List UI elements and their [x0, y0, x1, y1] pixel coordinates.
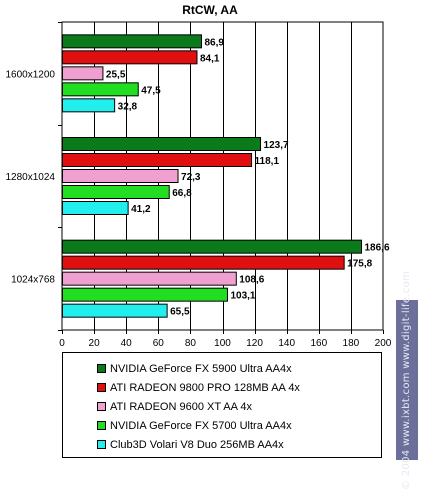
x-tick-label: 40 [121, 338, 133, 349]
axes: 0 20 40 60 80 100 120 140 160 180 200 1600x1200 1280… [6, 22, 392, 349]
legend-label: NVIDIA GeForce FX 5700 Ultra AA4x [110, 419, 292, 432]
watermark: © 2004 www.ixbt.com www.digit-life.com [396, 270, 418, 490]
bar [62, 137, 262, 151]
bar [62, 82, 139, 97]
data-label: 175,8 [347, 259, 372, 270]
bar [62, 239, 362, 254]
y-category-label: 1600x1200 [6, 69, 56, 80]
bar [62, 287, 228, 302]
x-tick-label: 0 [59, 338, 65, 349]
x-tick-label: 20 [89, 338, 101, 349]
legend-swatch [97, 421, 106, 430]
bar [62, 201, 129, 215]
legend-label: Club3D Volari V8 Duo 256MB AA4x [110, 438, 284, 451]
data-label: 118,1 [255, 156, 280, 167]
data-label: 86,9 [204, 37, 224, 48]
data-label: 66,8 [172, 188, 192, 199]
bar [62, 153, 253, 167]
legend-item: NVIDIA GeForce FX 5700 Ultra AA4x [97, 416, 381, 435]
legend-swatch [97, 402, 106, 411]
bars [62, 34, 362, 318]
data-label: 72,3 [181, 172, 201, 183]
chart: RtCW, AA 86,9 84,1 25,5 47,532,8 123,7 118,1 7… [6, 3, 392, 349]
bar [62, 169, 179, 183]
data-label: 32,8 [118, 101, 138, 112]
x-tick-label: 100 [214, 338, 231, 349]
x-tick-label: 60 [153, 338, 165, 349]
x-tick-label: 200 [375, 338, 392, 349]
legend-label: ATI RADEON 9600 XT AA 4x [110, 400, 253, 413]
bar [62, 271, 237, 286]
legend-swatch [97, 440, 106, 449]
bar [62, 66, 104, 81]
legend-item: ATI RADEON 9600 XT AA 4x [97, 397, 381, 416]
bar [62, 255, 345, 270]
data-label: 186,6 [364, 243, 389, 254]
data-label: 47,5 [141, 85, 161, 96]
bar [62, 50, 198, 65]
data-label: 108,6 [239, 275, 264, 286]
watermark-text: © 2004 www.ixbt.com www.digit-life.com [401, 270, 413, 490]
legend-label: ATI RADEON 9800 PRO 128MB AA 4x [110, 381, 300, 394]
legend-item: ATI RADEON 9800 PRO 128MB AA 4x [97, 378, 381, 397]
data-label: 41,2 [131, 204, 151, 215]
bar [62, 185, 170, 199]
x-tick-label: 160 [310, 338, 327, 349]
data-label: 123,7 [264, 140, 289, 151]
data-label: 25,5 [106, 69, 126, 80]
x-tick-label: 140 [278, 338, 295, 349]
bar [62, 34, 202, 49]
legend-swatch [97, 364, 106, 373]
x-tick-label: 120 [246, 338, 263, 349]
data-label: 103,1 [230, 291, 255, 302]
data-labels: 86,9 84,1 25,5 47,532,8 123,7 118,1 72,3 66,8 41… [106, 37, 390, 317]
legend-item: Club3D Volari V8 Duo 256MB AA4x [97, 435, 381, 454]
legend-label: NVIDIA GeForce FX 5900 Ultra AA4x [110, 362, 292, 375]
legend: NVIDIA GeForce FX 5900 Ultra AA4x ATI RAD… [62, 352, 382, 458]
y-category-label: 1024x768 [11, 275, 55, 286]
data-label: 84,1 [200, 53, 220, 64]
x-tick-label: 180 [343, 338, 360, 349]
chart-title: RtCW, AA [182, 3, 238, 17]
legend-swatch [97, 383, 106, 392]
legend-item: NVIDIA GeForce FX 5900 Ultra AA4x [97, 359, 381, 378]
bar [62, 98, 116, 113]
y-category-label: 1280x1024 [6, 172, 56, 183]
data-label: 65,5 [170, 307, 190, 318]
x-tick-label: 80 [185, 338, 197, 349]
bar [62, 303, 168, 318]
